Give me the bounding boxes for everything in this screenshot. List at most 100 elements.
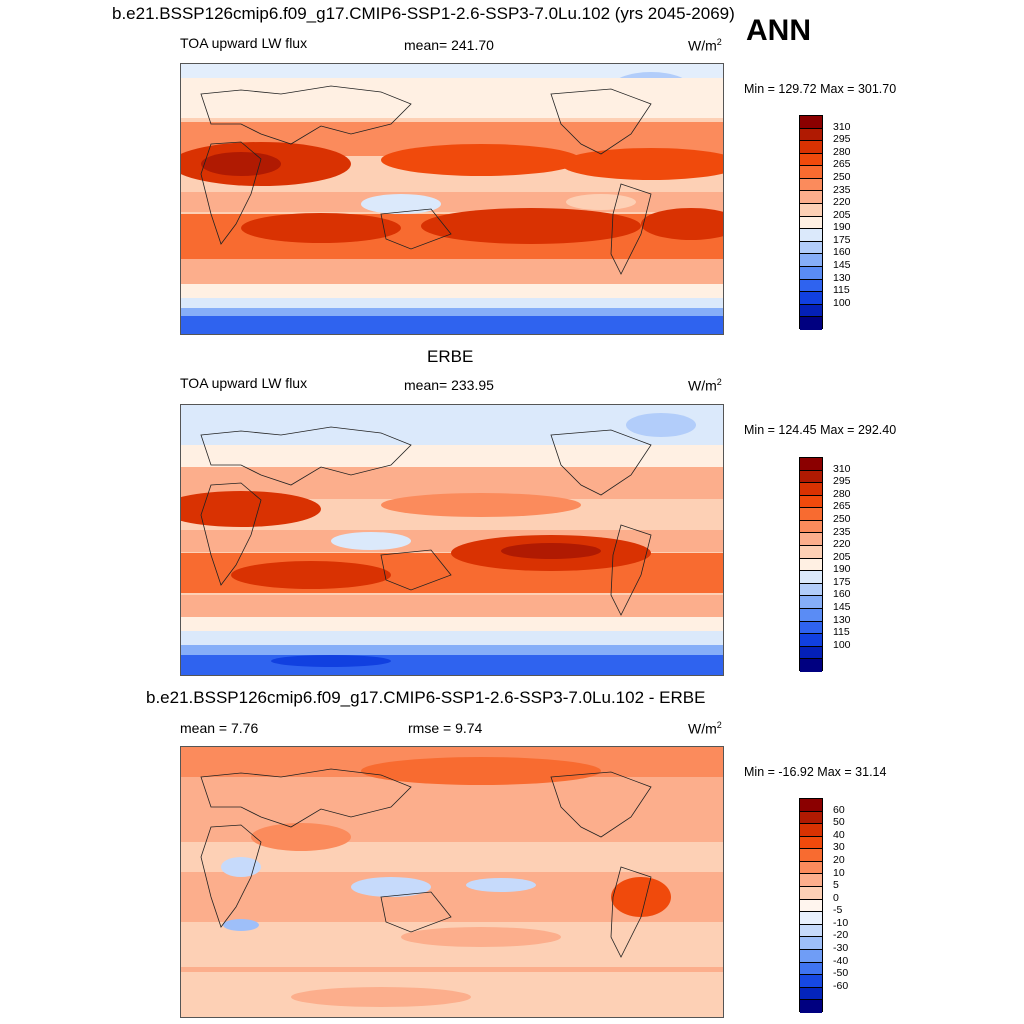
colorbar-segment [800, 799, 822, 812]
colorbar-segment [800, 191, 822, 205]
colorbar-tick-label: 145 [833, 601, 851, 614]
panel3-colorbar [799, 798, 823, 1013]
colorbar-tick-label: 280 [833, 487, 851, 500]
colorbar-segment [800, 811, 822, 825]
panel1-minmax: Min = 129.72 Max = 301.70 [744, 82, 897, 96]
colorbar-segment [800, 861, 822, 875]
panel1-colorbar [799, 115, 823, 330]
colorbar-segment [800, 608, 822, 622]
colorbar-segment [800, 204, 822, 217]
colorbar-segment [800, 153, 822, 167]
colorbar-tick-label: 310 [833, 462, 851, 475]
panel3-heading: b.e21.BSSP126cmip6.f09_g17.CMIP6-SSP1-2.… [146, 688, 706, 707]
colorbar-segment [800, 887, 822, 900]
panel2-units: W/m2 [688, 377, 722, 394]
colorbar-segment [800, 495, 822, 509]
colorbar-segment [800, 483, 822, 496]
colorbar-tick-label: 310 [833, 120, 851, 133]
colorbar-tick-label: 20 [833, 853, 845, 866]
colorbar-segment [800, 458, 822, 471]
colorbar-segment [800, 304, 822, 318]
colorbar-segment [800, 899, 822, 913]
colorbar-tick-label: 130 [833, 271, 851, 284]
panel1-mean-label: mean= 241.70 [404, 37, 494, 53]
colorbar-segment [800, 583, 822, 597]
colorbar-tick-label: 205 [833, 208, 851, 221]
colorbar-tick-label: 5 [833, 879, 839, 892]
colorbar-segment [800, 987, 822, 1001]
colorbar-segment [800, 520, 822, 534]
colorbar-segment [800, 216, 822, 230]
colorbar-segment [800, 166, 822, 179]
colorbar-segment [800, 178, 822, 192]
colorbar-segment [800, 241, 822, 255]
panel1-units: W/m2 [688, 37, 722, 54]
panel2-variable-label: TOA upward LW flux [180, 375, 308, 391]
colorbar-tick-label: 50 [833, 816, 845, 829]
colorbar-tick-label: 250 [833, 512, 851, 525]
figure-title: b.e21.BSSP126cmip6.f09_g17.CMIP6-SSP1-2.… [112, 4, 735, 23]
colorbar-tick-label: 295 [833, 133, 851, 146]
colorbar-tick-label: 0 [833, 891, 839, 904]
colorbar-tick-label: 60 [833, 803, 845, 816]
colorbar-segment [800, 533, 822, 547]
season-label: ANN [746, 14, 811, 47]
colorbar-tick-label: 235 [833, 525, 851, 538]
colorbar-segment [800, 937, 822, 950]
colorbar-tick-label: 30 [833, 841, 845, 854]
colorbar-tick-label: 220 [833, 538, 851, 551]
colorbar-tick-label: 115 [833, 626, 850, 639]
colorbar-segment [800, 279, 822, 293]
panel2-heading: ERBE [427, 347, 474, 366]
colorbar-segment [800, 266, 822, 280]
panel3-units: W/m2 [688, 720, 722, 737]
colorbar-segment [800, 824, 822, 837]
colorbar-segment [800, 924, 822, 938]
colorbar-segment [800, 975, 822, 988]
colorbar-segment [800, 116, 822, 129]
colorbar-segment [800, 317, 822, 330]
panel2-mean-label: mean= 233.95 [404, 377, 494, 393]
colorbar-tick-label: 160 [833, 588, 851, 601]
colorbar-segment [800, 849, 822, 862]
colorbar-segment [800, 646, 822, 660]
colorbar-segment [800, 621, 822, 635]
colorbar-tick-label: 235 [833, 183, 851, 196]
colorbar-segment [800, 292, 822, 305]
panel1-map [180, 63, 724, 335]
colorbar-tick-label: 295 [833, 475, 851, 488]
colorbar-segment [800, 470, 822, 484]
colorbar-tick-label: 100 [833, 296, 851, 309]
panel2-colorbar [799, 457, 823, 672]
colorbar-tick-label: -10 [833, 916, 849, 929]
colorbar-segment [800, 128, 822, 142]
colorbar-tick-label: 130 [833, 613, 851, 626]
colorbar-tick-label: -5 [833, 904, 843, 917]
colorbar-tick-label: 145 [833, 259, 851, 272]
colorbar-segment [800, 546, 822, 559]
colorbar-tick-label: 280 [833, 145, 851, 158]
colorbar-tick-label: 100 [833, 638, 851, 651]
colorbar-tick-label: 205 [833, 550, 851, 563]
colorbar-tick-label: 175 [833, 575, 851, 588]
colorbar-segment [800, 254, 822, 267]
colorbar-tick-label: -60 [833, 979, 849, 992]
panel3-mean-label: mean = 7.76 [180, 720, 259, 736]
colorbar-segment [800, 596, 822, 609]
colorbar-tick-label: 265 [833, 158, 851, 171]
colorbar-segment [800, 659, 822, 672]
colorbar-segment [800, 141, 822, 154]
colorbar-segment [800, 912, 822, 925]
panel2-map [180, 404, 724, 676]
colorbar-tick-label: -40 [833, 954, 849, 967]
colorbar-tick-label: 250 [833, 170, 851, 183]
colorbar-segment [800, 836, 822, 850]
colorbar-segment [800, 508, 822, 521]
colorbar-tick-label: 190 [833, 221, 851, 234]
colorbar-tick-label: 115 [833, 284, 850, 297]
colorbar-tick-label: 175 [833, 233, 851, 246]
colorbar-tick-label: -50 [833, 967, 849, 980]
colorbar-segment [800, 949, 822, 963]
colorbar-segment [800, 634, 822, 647]
colorbar-tick-label: 160 [833, 246, 851, 259]
